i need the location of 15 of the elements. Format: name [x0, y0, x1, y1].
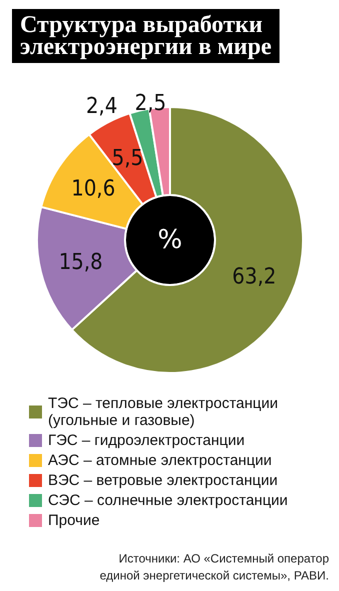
chart-title: Структура выработки электроэнергии в мире — [20, 12, 272, 60]
legend-label: СЭС – солнечные электростанции — [48, 492, 288, 509]
data-label: 15,8 — [58, 250, 103, 275]
legend-label: Прочие — [48, 512, 100, 529]
text: Источники: АО «Системный оператор единой энергетической системы», РАВИ. — [100, 552, 330, 582]
data-label: 63,2 — [232, 264, 276, 290]
text: % — [158, 225, 182, 255]
data-label: 2,5 — [134, 90, 166, 116]
legend-label: ТЭС – тепловые электростанции (угольные и газовые) — [48, 395, 278, 429]
data-label: 10,6 — [71, 176, 116, 202]
data-label: 5,5 — [112, 146, 144, 171]
data-label: 2,4 — [86, 94, 118, 120]
legend-label: ГЭС – гидроэлектростанции — [48, 432, 245, 449]
legend-label: АЭС – атомные электростанции — [48, 452, 272, 469]
legend-label: ВЭС – ветровые электростанции — [48, 472, 278, 489]
